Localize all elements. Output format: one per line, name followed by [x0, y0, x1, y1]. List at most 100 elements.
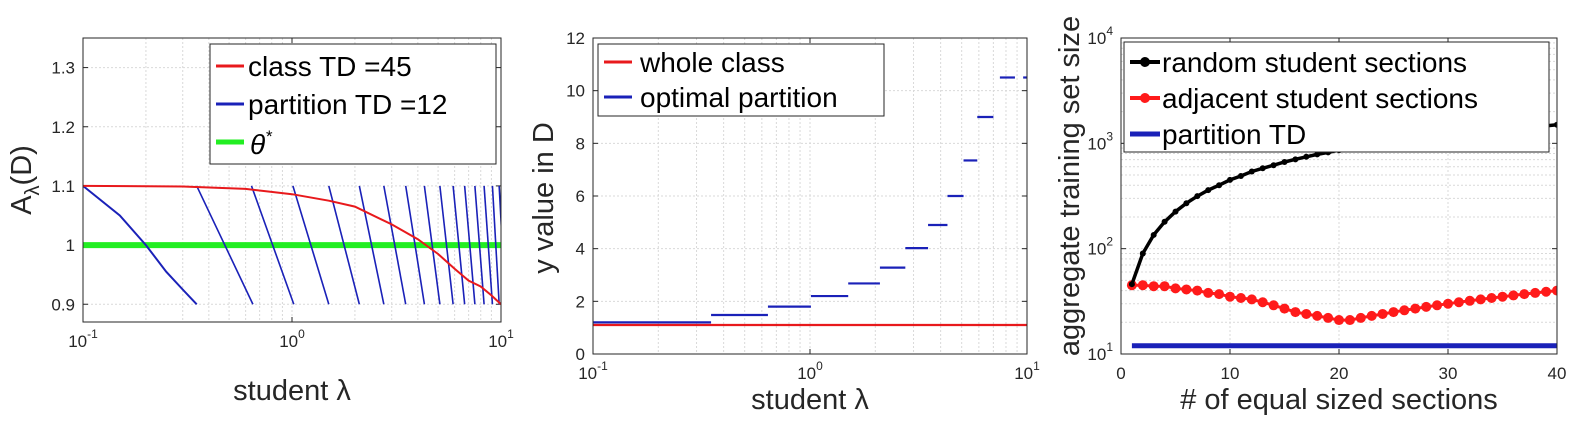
chart-panel-1: 10-1 100 101 0.9 1 1.1 1.2 1.3 student λ Aλ(D) cla…: [6, 37, 514, 407]
adjacent-point: [1377, 308, 1388, 319]
adjacent-point: [1355, 312, 1366, 323]
legend-marker: [1140, 93, 1150, 103]
partition-segment: [292, 185, 330, 305]
adjacent-point: [1344, 315, 1355, 326]
adjacent-point: [1541, 286, 1552, 297]
x-tick-label: 10-1: [578, 359, 608, 383]
axes-box: [82, 37, 502, 323]
partition-segment: [195, 185, 254, 305]
class-curve: [83, 184, 501, 306]
partition-segment: [498, 185, 501, 236]
adjacent-point: [1170, 283, 1181, 294]
legend-box: [597, 43, 885, 117]
adjacent-point: [1257, 297, 1268, 308]
axes-box: [592, 37, 1028, 355]
adjacent-point: [1366, 310, 1377, 321]
x-tick-label: 10: [1221, 364, 1240, 383]
adjacent-point: [1530, 287, 1541, 298]
adjacent-line: [1131, 283, 1557, 322]
adjacent-point: [1388, 307, 1399, 318]
random-point: [1303, 153, 1310, 160]
adjacent-point: [1148, 281, 1159, 292]
random-point: [1281, 158, 1288, 165]
y-tick-label: 6: [576, 187, 585, 206]
partition-segment: [483, 185, 494, 305]
x-tick-label: 20: [1330, 364, 1349, 383]
plot-data: [593, 76, 1027, 327]
legend-box: [1123, 41, 1550, 153]
y-tick-label: 1.3: [51, 59, 75, 78]
adjacent-point: [1312, 310, 1323, 321]
adjacent-point: [1279, 303, 1290, 314]
adjacent-point: [1475, 294, 1486, 305]
legend-label: θ*: [250, 127, 273, 160]
adjacent-point: [1290, 307, 1301, 318]
legend-label: whole class: [639, 47, 785, 78]
x-tick-label: 101: [488, 327, 514, 351]
x-tick-label: 10-1: [68, 327, 98, 351]
x-tick-label: 101: [1014, 359, 1040, 383]
plot-data: [83, 184, 501, 306]
y-tick-label: 102: [1087, 235, 1113, 259]
y-tick-label: 0: [576, 345, 585, 364]
adjacent-point: [1421, 301, 1432, 312]
random-point: [1139, 250, 1146, 257]
partition-segment: [491, 185, 500, 305]
partition-curve: [83, 185, 198, 305]
y-tick-label: 8: [576, 134, 585, 153]
y-tick-label: 104: [1087, 24, 1113, 48]
legend-marker: [1140, 57, 1150, 67]
random-point: [1128, 281, 1135, 288]
y-axis-label: Aλ(D): [6, 145, 44, 215]
adjacent-point: [1137, 280, 1148, 291]
adjacent-point: [1268, 300, 1279, 311]
partition-segment: [328, 185, 361, 305]
x-axis-label: # of equal sized sections: [1180, 384, 1498, 416]
legend-label: partition TD =12: [248, 89, 448, 120]
adjacent-point: [1497, 291, 1508, 302]
legend-label: optimal partition: [640, 82, 838, 113]
random-point: [1216, 182, 1223, 189]
adjacent-point: [1192, 285, 1203, 296]
y-tick-label: 101: [1087, 340, 1113, 364]
legend: whole class optimal partition: [597, 43, 885, 117]
y-tick-label: 4: [576, 240, 585, 259]
legend-box: [209, 43, 497, 165]
adjacent-point: [1159, 281, 1170, 292]
partition-segment: [358, 185, 385, 305]
random-point: [1292, 156, 1299, 163]
y-tick-label: 103: [1087, 129, 1113, 153]
x-tick-label: 30: [1439, 364, 1458, 383]
adjacent-point: [1443, 298, 1453, 309]
adjacent-point: [1214, 289, 1225, 300]
partition-segment: [474, 185, 485, 305]
adjacent-point: [1323, 312, 1334, 323]
partition-segment: [463, 185, 476, 305]
partition-segment: [250, 185, 295, 305]
adjacent-point: [1508, 290, 1519, 301]
random-point: [1172, 208, 1179, 215]
y-tick-label: 0.9: [51, 295, 75, 314]
x-tick-label: 0: [1116, 364, 1125, 383]
random-point: [1237, 172, 1244, 179]
random-point: [1150, 231, 1157, 238]
adjacent-point: [1519, 289, 1530, 300]
random-point: [1183, 200, 1190, 207]
legend-label: class TD =45: [248, 51, 412, 82]
x-axis-label: student λ: [751, 384, 869, 416]
legend-label: adjacent student sections: [1162, 83, 1478, 114]
x-tick-label: 100: [279, 327, 305, 351]
adjacent-point: [1181, 284, 1192, 295]
y-tick-label: 1.2: [51, 118, 75, 137]
y-axis-label: y value in D: [528, 122, 560, 274]
random-point: [1259, 165, 1266, 172]
y-tick-label: 1.1: [51, 177, 75, 196]
adjacent-point: [1464, 295, 1475, 306]
adjacent-point: [1399, 305, 1410, 316]
adjacent-point: [1225, 291, 1235, 302]
random-point: [1314, 151, 1321, 158]
y-axis-label: aggregate training set size: [1054, 16, 1086, 356]
random-point: [1161, 218, 1168, 225]
y-tick-label: 10: [566, 82, 585, 101]
